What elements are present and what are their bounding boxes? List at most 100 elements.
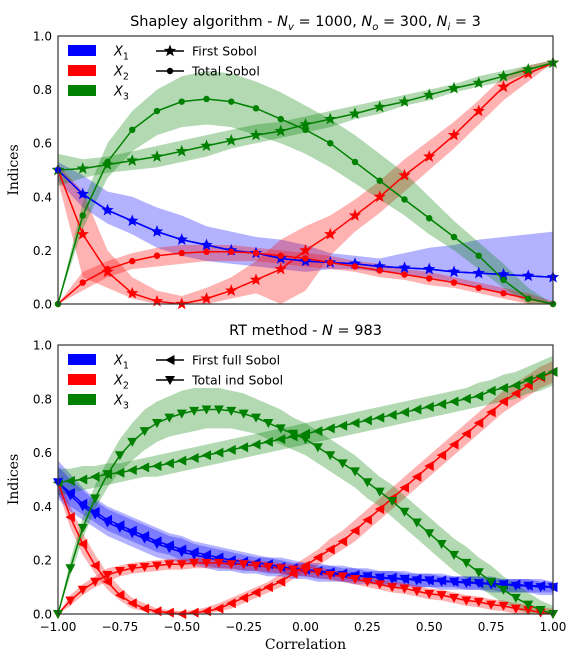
x1-total-ind-point <box>399 575 410 585</box>
y-tick-label: 0.6 <box>33 137 52 151</box>
x2-first-point <box>472 104 485 117</box>
x3-first-full-point <box>486 385 496 396</box>
legend-swatch-x2 <box>68 374 96 385</box>
legend-label-x1: X1 <box>113 45 129 63</box>
chart-title: Shapley algorithm - Nv = 1000, No = 300,… <box>130 14 481 33</box>
x3-total-ind-point <box>288 429 299 439</box>
legend-star-marker <box>163 44 177 57</box>
x3-total-ind-point <box>251 413 261 423</box>
x2-first-full-point <box>399 482 409 493</box>
x3-total-point <box>252 105 260 112</box>
x1-total-ind-point <box>461 579 472 589</box>
x2-total-point <box>228 248 235 255</box>
x1-total-ind-point <box>90 510 101 520</box>
x3-total-ind-point <box>176 409 187 419</box>
x3-total-point <box>450 233 458 241</box>
x3-total-ind-point <box>510 593 521 603</box>
x3-first-point <box>150 150 164 162</box>
x2-first-full-point <box>510 388 521 399</box>
x3-total-ind-point <box>374 487 385 497</box>
legend-label-x3: X3 <box>113 394 129 412</box>
x3-first-full-point <box>449 396 459 407</box>
x3-total-ind-point <box>337 459 348 469</box>
x2-first-full-point <box>164 607 174 618</box>
x2-total-point <box>203 248 210 255</box>
x3-total-ind-point <box>275 424 286 434</box>
x2-first-full-point <box>77 539 88 550</box>
plot-area-frame <box>57 35 554 305</box>
x2-total-ind-point <box>65 596 76 606</box>
x2-first-full-point <box>498 396 508 407</box>
x1-total-point <box>203 241 210 249</box>
x3-first-full-point <box>176 455 187 466</box>
x3-first-full-point <box>510 380 521 391</box>
x2-first-full-point <box>436 450 447 461</box>
x3-total-ind-point <box>90 494 101 504</box>
x3-first-point <box>348 107 362 119</box>
x3-total-point <box>426 215 433 222</box>
x2-total-ind-point <box>251 561 261 571</box>
x2-first-full-point <box>238 592 249 603</box>
x2-total-point <box>104 265 111 273</box>
x3-first-full-point <box>127 465 137 476</box>
x1-total-point <box>178 236 185 243</box>
x2-first-point <box>373 190 386 203</box>
x1-total-point <box>104 207 111 214</box>
x3-total-ind-point <box>411 518 422 528</box>
x3-total-ind-point <box>189 406 200 416</box>
x2-total-ind-point <box>127 564 138 574</box>
x3-first-full-point <box>275 434 286 445</box>
x3-first-full-point <box>325 423 335 434</box>
x2-first-point <box>423 150 436 162</box>
x3-total-ind-point <box>399 507 410 517</box>
x1-total-point <box>129 217 136 225</box>
y-axis-label: Indices <box>6 144 22 195</box>
chart-title: RT method - N = 983 <box>229 323 382 339</box>
y-tick-label: 0.0 <box>33 298 52 312</box>
x2-total-ind-point <box>510 604 521 614</box>
x3-total-ind-point <box>164 413 175 423</box>
x3-first-point <box>522 63 535 75</box>
x3-first-full-point <box>90 471 100 482</box>
x3-total-ind-point <box>213 405 224 415</box>
x2-total-ind-point <box>189 558 200 568</box>
x3-total-ind-point <box>350 467 360 477</box>
x2-first-full-point <box>374 504 385 515</box>
x3-total-ind-point <box>300 435 311 445</box>
x2-total-ind-point <box>238 560 249 570</box>
x1-total-ind-point <box>523 581 534 591</box>
x1-total-ind-point <box>114 523 125 533</box>
x2-total-point <box>79 279 86 286</box>
x2-first-full-point <box>486 407 496 418</box>
x2-first-point <box>324 227 337 240</box>
x1-total-point <box>153 228 161 235</box>
x1-total-ind-point <box>176 548 187 558</box>
x3-total-point <box>401 196 408 203</box>
legend-label-triangle-left: First full Sobol <box>192 353 280 368</box>
x1-total-ind-point <box>374 573 385 583</box>
x2-total-point <box>178 249 185 257</box>
x3-first-full-point <box>164 458 174 469</box>
x3-total-ind-point <box>102 470 113 480</box>
x3-total-ind-point <box>65 564 76 574</box>
x2-first-full-point <box>114 590 125 601</box>
x3-total-ind-point <box>263 419 274 429</box>
x2-total-ind-point <box>90 577 101 587</box>
x2-total-ind-point <box>114 566 125 576</box>
y-tick-label: 0.6 <box>33 446 52 460</box>
x3-total-ind-point <box>362 478 373 488</box>
legend-triangle-down-marker <box>165 376 175 385</box>
x3-first-full-point <box>411 404 422 415</box>
x2-total-point <box>153 252 161 259</box>
x2-first-full-point <box>251 587 261 598</box>
x3-total-ind-point <box>325 451 336 461</box>
x2-total-ind-point <box>275 564 286 574</box>
x2-total-ind-point <box>498 601 509 611</box>
x3-total-ind-point <box>312 443 323 453</box>
x3-first-point <box>423 88 436 101</box>
y-axis-label: Indices <box>6 454 22 505</box>
x2-total-ind-point <box>337 572 348 582</box>
legend-triangle-left-marker <box>165 355 175 365</box>
x2-total-ind-point <box>436 591 447 601</box>
